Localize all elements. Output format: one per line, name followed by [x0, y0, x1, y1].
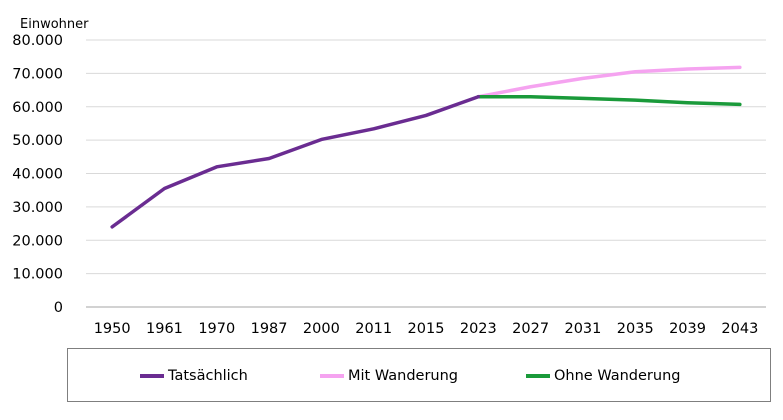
- legend-item-tatsaechlich: Tatsächlich: [140, 349, 248, 403]
- x-axis-ticks: 1950 1961 1970 1987 2000 2011 2015 2023 2027 2031…: [94, 321, 759, 337]
- series-line-mit-wanderung: [476, 65, 742, 99]
- x-tick-label: 1970: [198, 321, 235, 337]
- x-tick-label: 2000: [303, 321, 340, 337]
- x-tick-label: 2039: [669, 321, 706, 337]
- y-tick-label: 50.000: [12, 133, 63, 149]
- legend-swatch-tatsaechlich: [140, 374, 164, 378]
- legend-label-ohne-wanderung: Ohne Wanderung: [554, 368, 681, 384]
- y-tick-label: 40.000: [12, 167, 63, 183]
- x-tick-label: 1950: [94, 321, 131, 337]
- x-tick-label: 2023: [460, 321, 497, 337]
- legend-swatch-mit-wanderung: [320, 374, 344, 378]
- x-tick-label: 2011: [355, 321, 392, 337]
- series-line-ohne-wanderung: [476, 94, 742, 107]
- y-tick-label: 20.000: [12, 233, 63, 249]
- x-tick-label: 2027: [512, 321, 549, 337]
- legend-label-mit-wanderung: Mit Wanderung: [348, 368, 458, 384]
- y-tick-label: 30.000: [12, 200, 63, 216]
- line-chart: Einwohner 0 10.000 20.000 30.000 40.000 50.00…: [12, 17, 766, 337]
- y-tick-label: 80.000: [12, 33, 63, 49]
- y-axis-ticks: 0 10.000 20.000 30.000 40.000 50.000 60.000 70.…: [12, 33, 63, 316]
- x-tick-label: 1961: [146, 321, 183, 337]
- series-line-tatsaechlich: [110, 94, 481, 229]
- legend-label-tatsaechlich: Tatsächlich: [168, 368, 248, 384]
- x-tick-label: 2015: [408, 321, 445, 337]
- legend-swatch-ohne-wanderung: [526, 374, 550, 378]
- x-tick-label: 2031: [564, 321, 601, 337]
- legend-item-mit-wanderung: Mit Wanderung: [320, 349, 458, 403]
- legend-item-ohne-wanderung: Ohne Wanderung: [526, 349, 680, 403]
- y-tick-label: 60.000: [12, 100, 63, 116]
- legend: Tatsächlich Mit Wanderung Ohne Wanderung: [67, 348, 771, 402]
- x-tick-label: 1987: [251, 321, 288, 337]
- y-axis-label: Einwohner: [20, 17, 89, 32]
- y-tick-label: 0: [54, 300, 63, 316]
- x-tick-label: 2035: [617, 321, 654, 337]
- gridlines: [86, 39, 766, 308]
- y-tick-label: 10.000: [12, 267, 63, 283]
- x-tick-label: 2043: [721, 321, 758, 337]
- series-lines: [110, 65, 742, 229]
- y-tick-label: 70.000: [12, 66, 63, 82]
